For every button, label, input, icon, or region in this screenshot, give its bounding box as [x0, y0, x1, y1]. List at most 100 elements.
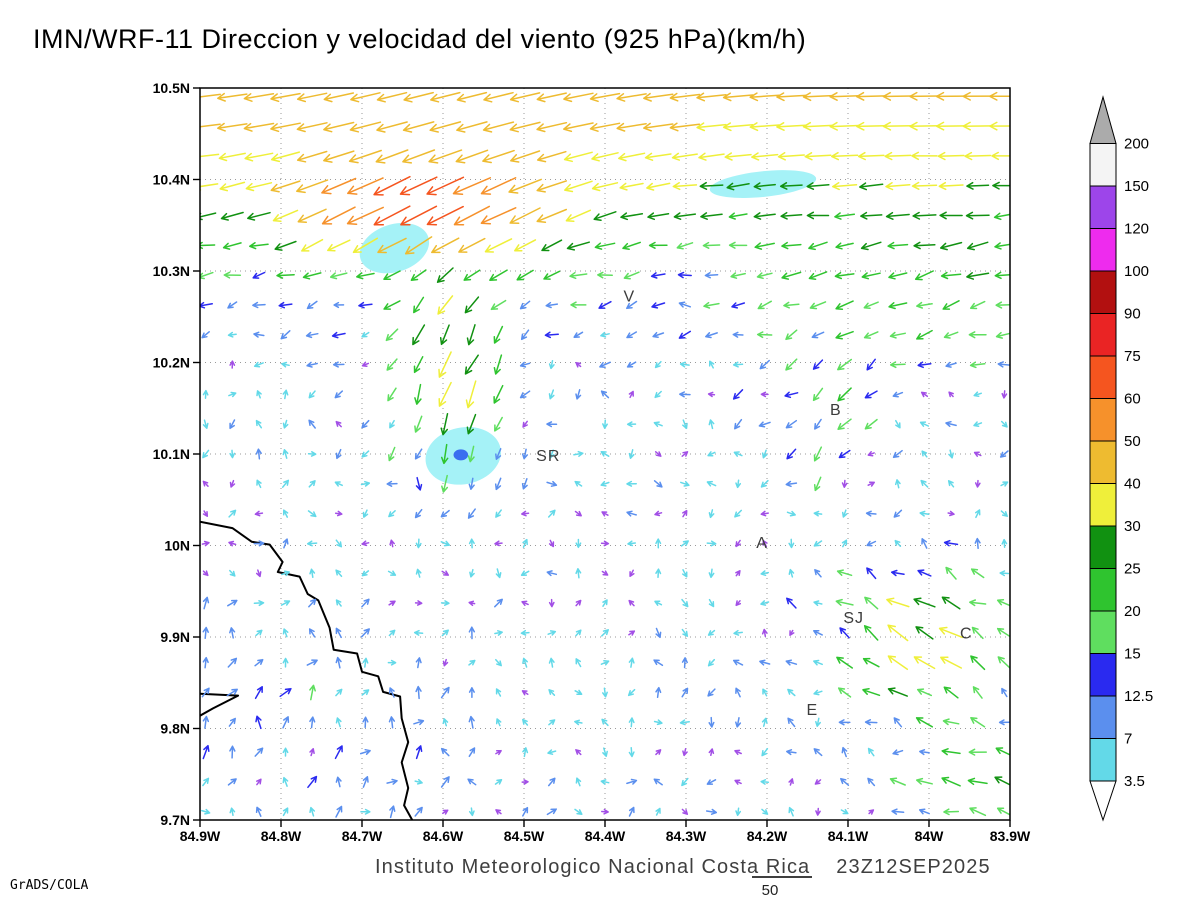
- wind-arrow: [536, 180, 568, 193]
- wind-arrow: [812, 359, 824, 370]
- wind-arrow: [760, 479, 769, 488]
- wind-arrow: [735, 570, 741, 577]
- wind-arrow: [282, 716, 290, 729]
- wind-arrow: [884, 151, 912, 161]
- wind-arrow: [857, 151, 885, 161]
- wind-arrow: [760, 779, 770, 785]
- wind-arrow: [814, 779, 822, 785]
- wind-arrow: [722, 92, 754, 102]
- wind-arrow: [991, 151, 1010, 161]
- wind-arrow: [440, 686, 450, 699]
- wind-arrow: [548, 689, 556, 696]
- wind-arrow: [566, 241, 590, 251]
- wind-arrow: [468, 538, 475, 549]
- wind-arrow: [335, 656, 342, 669]
- wind-arrow: [200, 212, 217, 221]
- wind-arrow: [893, 717, 903, 728]
- wind-arrow: [735, 539, 741, 548]
- wind-arrow: [756, 272, 773, 280]
- wind-arrow: [440, 776, 450, 788]
- wind-arrow: [297, 208, 327, 223]
- wind-arrow: [994, 776, 1010, 786]
- wind-arrow: [726, 182, 750, 191]
- wind-arrow: [834, 271, 855, 280]
- colorbar-label: 200: [1124, 136, 1149, 153]
- colorbar-band: [1089, 483, 1117, 527]
- wind-arrow: [334, 390, 344, 399]
- wind-arrow: [973, 421, 983, 427]
- wind-arrow: [947, 480, 955, 488]
- wind-arrow: [628, 630, 636, 636]
- wind-arrow: [943, 539, 959, 547]
- wind-arrow: [349, 121, 382, 133]
- wind-arrow: [548, 598, 555, 608]
- wind-arrow: [455, 149, 489, 164]
- wind-arrow: [466, 324, 476, 346]
- wind-arrow: [229, 807, 236, 817]
- wind-arrow: [385, 328, 399, 342]
- wind-arrow: [841, 539, 848, 548]
- wind-arrow: [887, 655, 909, 671]
- wind-arrow: [964, 151, 992, 161]
- wind-arrow: [494, 416, 503, 432]
- wind-arrow: [352, 237, 379, 254]
- wind-arrow: [728, 241, 748, 249]
- wind-arrow: [414, 383, 422, 405]
- wind-arrow: [914, 270, 934, 281]
- wind-arrow: [282, 628, 289, 638]
- wind-arrow: [838, 719, 851, 726]
- wind-arrow: [522, 657, 528, 668]
- wind-arrow: [754, 242, 775, 250]
- x-axis-tick-label: 84.7W: [342, 828, 383, 844]
- colorbar-under-triangle: [1089, 780, 1117, 822]
- wind-arrow: [788, 568, 795, 578]
- wind-arrow: [913, 241, 936, 250]
- wind-arrow: [735, 717, 742, 728]
- wind-arrow: [601, 570, 609, 576]
- wind-arrow: [856, 121, 887, 131]
- colorbar-label: 120: [1124, 221, 1149, 238]
- grads-credit: GrADS/COLA: [10, 878, 89, 893]
- wind-arrow: [885, 211, 910, 220]
- wind-arrow: [943, 808, 960, 816]
- wind-arrow: [331, 331, 346, 339]
- wind-arrow: [885, 182, 911, 191]
- coastline-layer: [200, 520, 414, 820]
- wind-arrow: [373, 175, 411, 196]
- wind-arrow: [655, 686, 662, 699]
- wind-arrow: [864, 719, 878, 726]
- wind-arrow: [813, 748, 823, 757]
- wind-arrow: [279, 687, 292, 698]
- wind-arrow: [439, 324, 450, 346]
- wind-arrow: [680, 480, 690, 487]
- wind-arrow: [574, 719, 583, 726]
- wind-arrow: [600, 390, 610, 399]
- wind-arrow: [942, 718, 960, 726]
- wind-arrow: [467, 508, 476, 519]
- wind-arrow: [495, 448, 502, 460]
- wind-arrow: [276, 271, 295, 279]
- wind-arrow: [335, 776, 342, 788]
- city-label: B: [830, 402, 842, 419]
- wind-arrow: [543, 270, 561, 280]
- wind-arrow: [882, 91, 914, 101]
- wind-arrow: [574, 808, 583, 815]
- wind-arrow: [519, 361, 531, 368]
- wind-arrow: [309, 806, 316, 817]
- wind-arrow: [360, 628, 370, 638]
- wind-arrow: [388, 600, 396, 606]
- wind-arrow: [426, 176, 465, 196]
- wind-arrow: [458, 237, 486, 253]
- wind-arrow: [886, 597, 910, 608]
- wind-arrow: [308, 390, 316, 399]
- wind-arrow: [973, 451, 982, 457]
- wind-arrow: [912, 211, 937, 220]
- wind-vector-layer: [200, 91, 1010, 819]
- wind-arrow: [494, 598, 503, 608]
- wind-arrow: [468, 477, 475, 490]
- wind-arrow: [594, 242, 616, 250]
- wind-arrow: [836, 656, 854, 669]
- wind-arrow: [252, 271, 266, 279]
- wind-arrow: [270, 151, 301, 163]
